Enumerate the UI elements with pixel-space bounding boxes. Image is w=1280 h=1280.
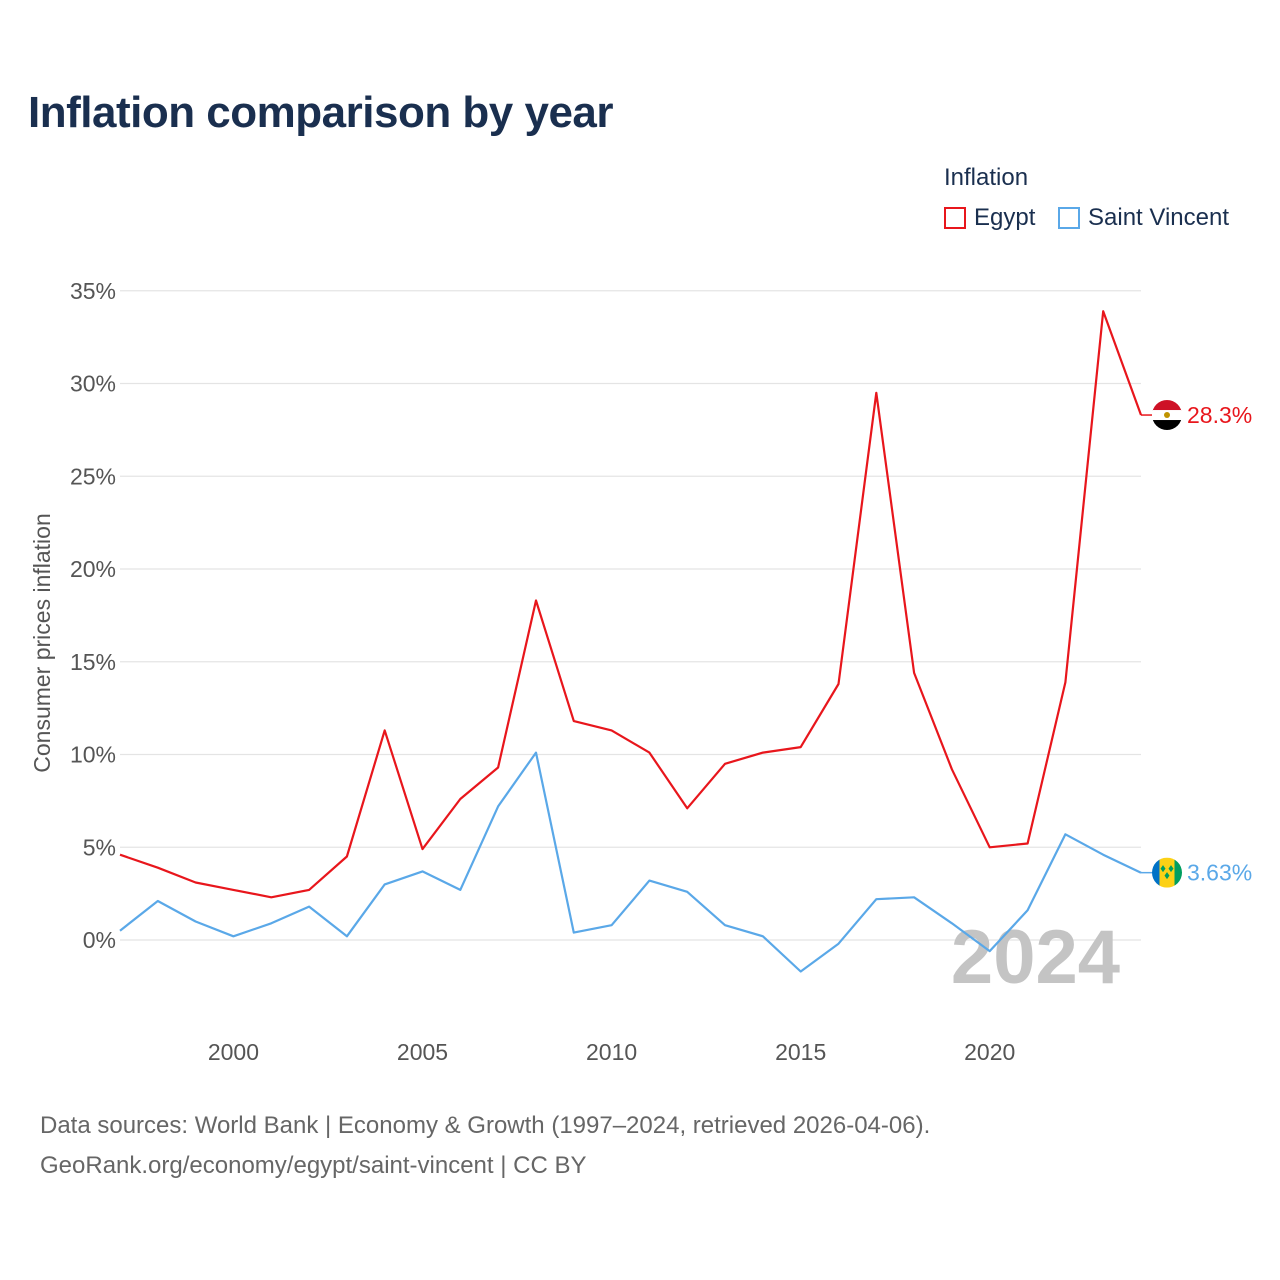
x-tick-label: 2020 [964, 1039, 1015, 1065]
y-tick-label: 0% [83, 927, 116, 953]
line-chart: 0% 5% 10% 15% 20% 25% 30% 35% 2000 2005 2010 2015 20… [29, 278, 1252, 1065]
source-note: Data sources: World Bank | Economy & Gro… [40, 1106, 930, 1186]
legend-label-saint-vincent: Saint Vincent [1088, 204, 1229, 231]
year-watermark: 2024 [951, 915, 1120, 1000]
y-axis-label: Consumer prices inflation [29, 513, 55, 773]
legend-swatch-egypt [944, 207, 966, 229]
y-tick-label: 5% [83, 834, 116, 860]
y-tick-label: 25% [70, 463, 116, 489]
legend-title: Inflation [944, 164, 1029, 191]
y-tick-label: 30% [70, 371, 116, 397]
chart-title: Inflation comparison by year [28, 88, 614, 137]
y-tick-label: 35% [70, 278, 116, 304]
x-tick-label: 2010 [586, 1039, 637, 1065]
x-tick-label: 2005 [397, 1039, 448, 1065]
legend-item-saint-vincent[interactable]: Saint Vincent [1058, 204, 1229, 232]
egypt-flag-icon [1152, 400, 1182, 431]
source-line-1: Data sources: World Bank | Economy & Gro… [40, 1112, 931, 1139]
series-line-egypt [119, 310, 1143, 899]
x-tick-label: 2015 [775, 1039, 826, 1065]
legend-swatch-saint-vincent [1058, 207, 1080, 229]
legend-item-egypt[interactable]: Egypt [944, 204, 1035, 232]
series-line-saint-vincent [119, 751, 1142, 973]
end-value-label-saint-vincent: 3.63% [1187, 860, 1252, 886]
saint-vincent-flag-icon [1152, 857, 1182, 888]
x-tick-label: 2000 [208, 1039, 259, 1065]
end-value-label-egypt: 28.3% [1187, 402, 1252, 428]
y-tick-label: 10% [70, 742, 116, 768]
source-line-2: GeoRank.org/economy/egypt/saint-vincent … [40, 1152, 587, 1179]
y-tick-label: 20% [70, 556, 116, 582]
y-tick-label: 15% [70, 649, 116, 675]
legend-label-egypt: Egypt [974, 204, 1036, 231]
